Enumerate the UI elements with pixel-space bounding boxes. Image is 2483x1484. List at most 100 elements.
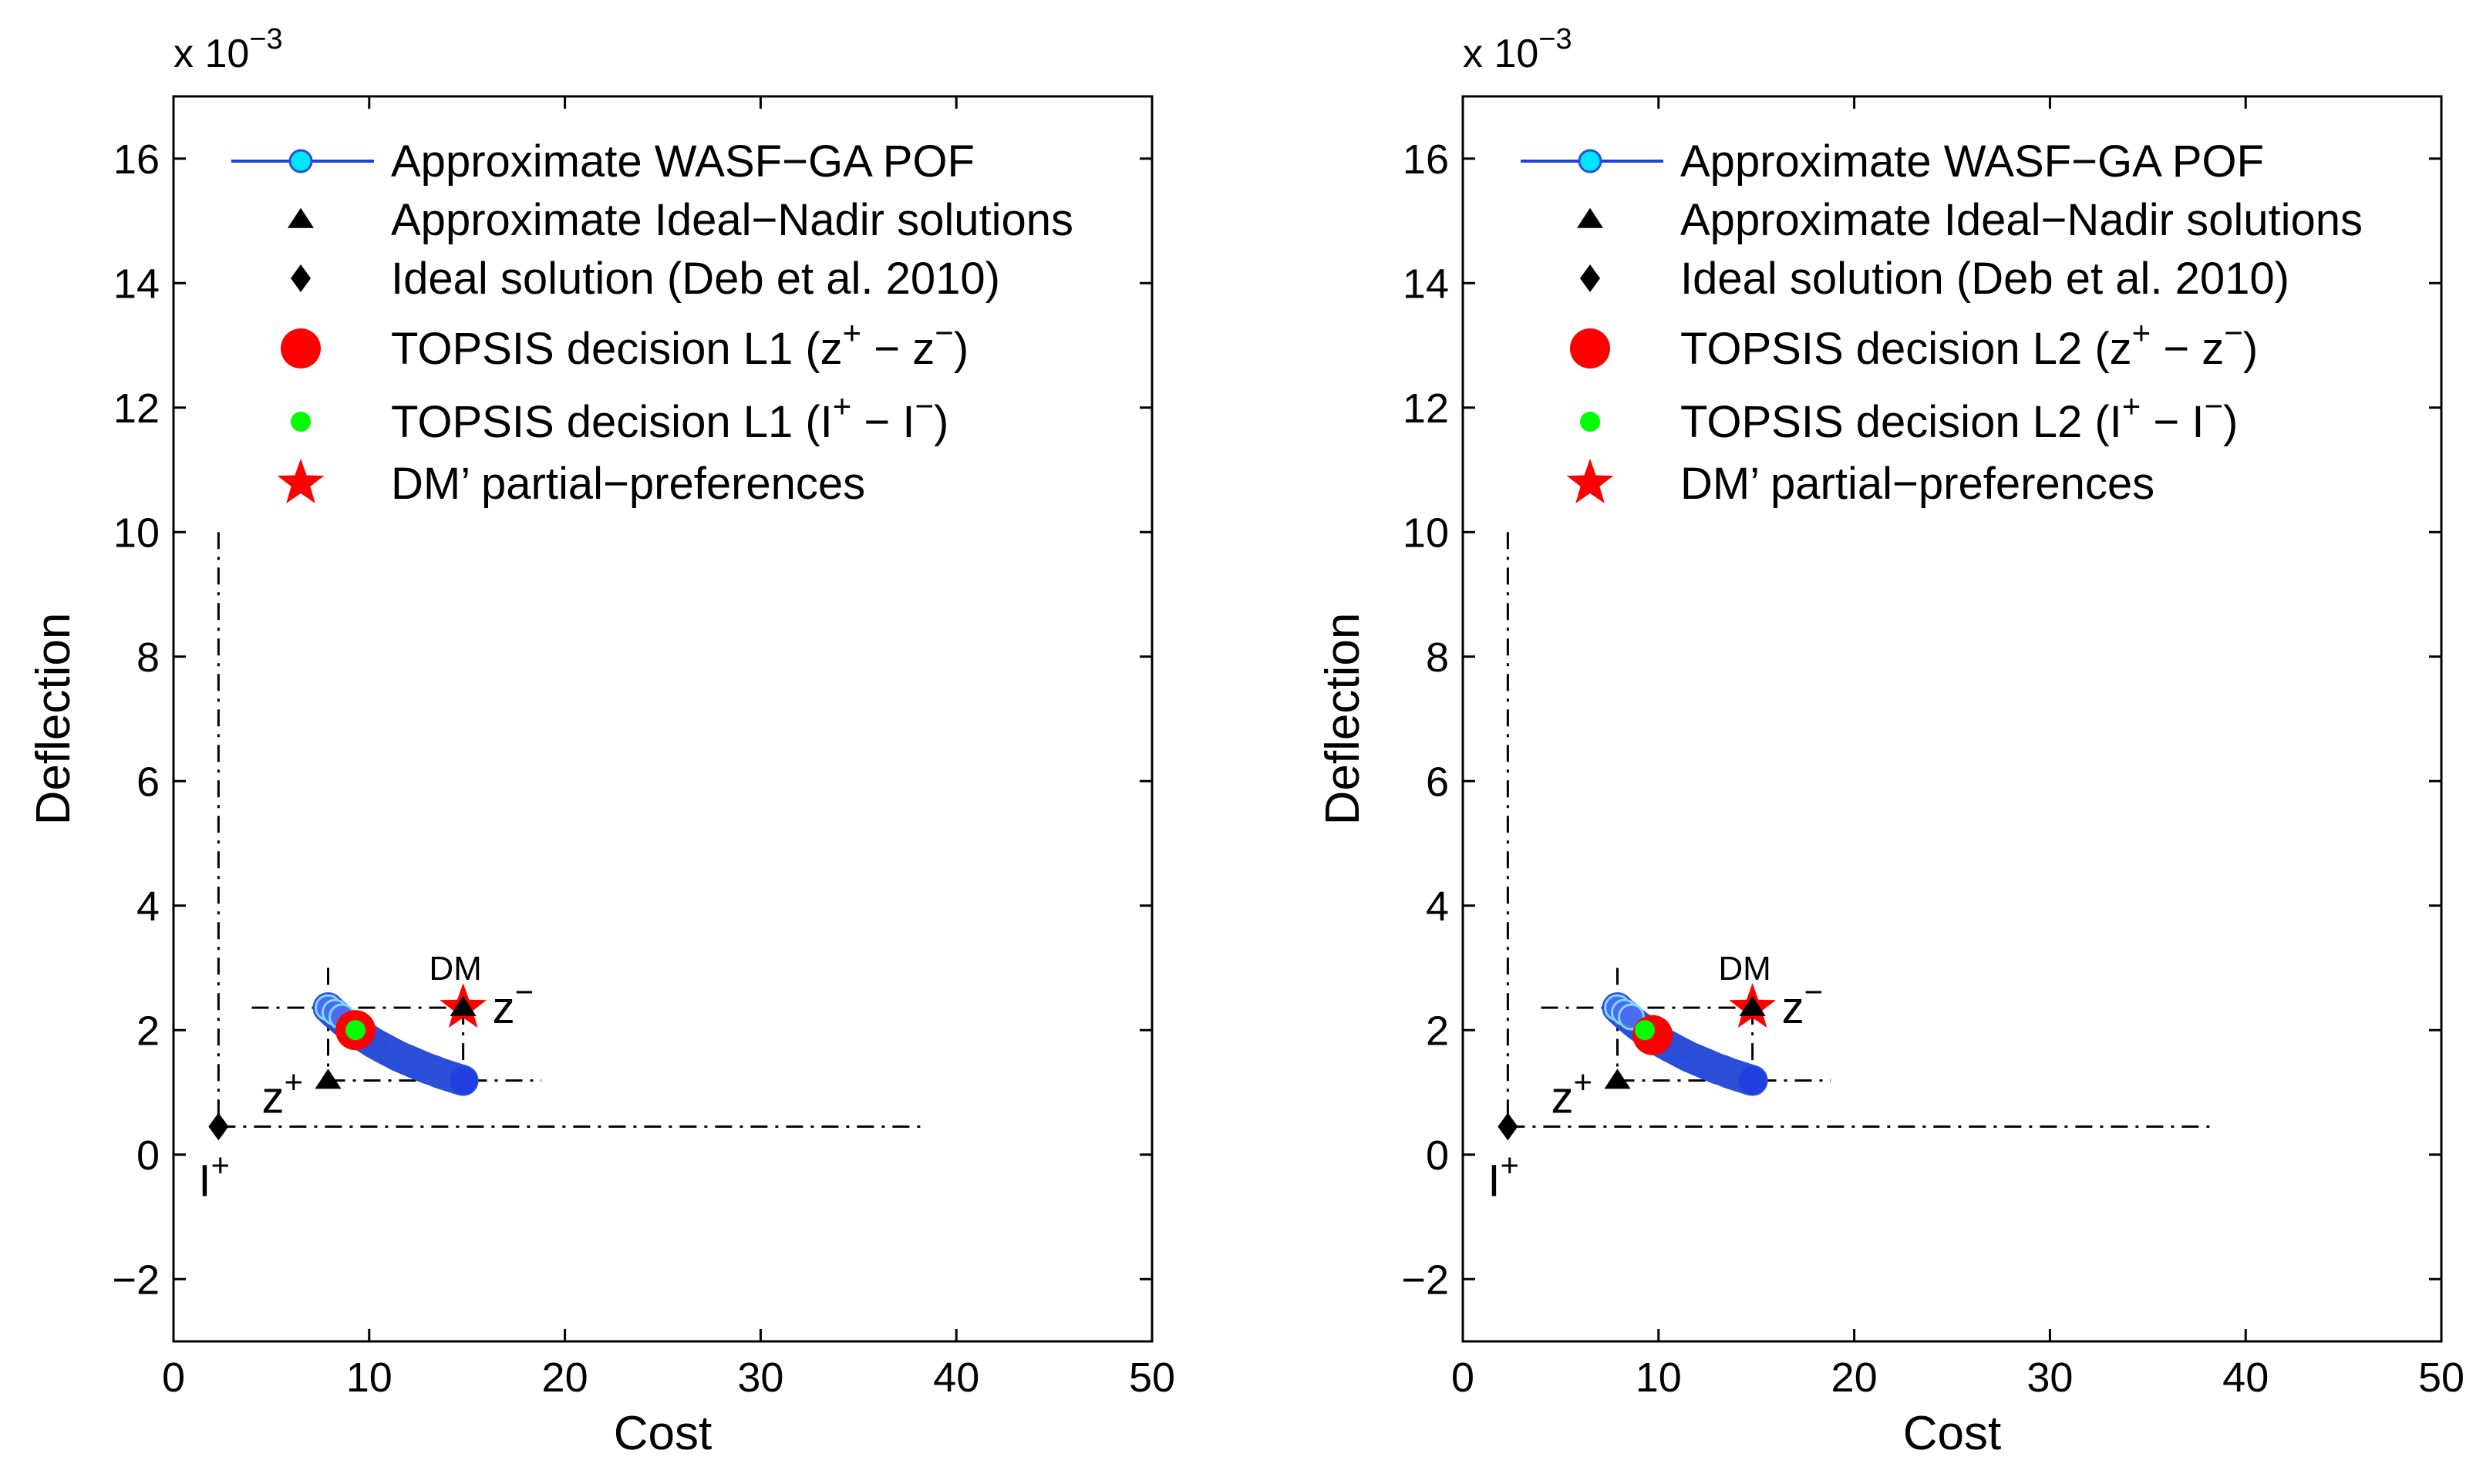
y-tick-label: −2 <box>112 1257 160 1303</box>
legend-label-mid: − z <box>2151 324 2224 374</box>
legend-label-text: DM’ partial−preferences <box>391 459 865 509</box>
legend-diamond-marker <box>1580 264 1600 292</box>
x-tick-label: 30 <box>2026 1354 2073 1401</box>
legend-entry-topsis_z: TOPSIS decision L2 (z+ − z−) <box>1570 315 2258 374</box>
legend-label: TOPSIS decision L2 (z+ − z−) <box>1680 315 2258 374</box>
legend-label-text: DM’ partial−preferences <box>1680 459 2155 509</box>
x-tick-label: 50 <box>2418 1354 2464 1401</box>
x-axis-label: Cost <box>1903 1407 2001 1460</box>
x-axis-label: Cost <box>614 1407 712 1460</box>
z-plus-label: z+ <box>262 1064 304 1123</box>
legend-label-text: TOPSIS decision L1 (z <box>391 324 843 374</box>
x-tick-label: 20 <box>542 1354 588 1401</box>
nadir-triangle <box>450 995 477 1016</box>
i-plus-text: I <box>198 1156 211 1206</box>
legend-label-text: TOPSIS decision L2 (I <box>1680 397 2122 447</box>
ideal-solution-diamond <box>1498 1112 1518 1141</box>
legend-label-text: Approximate Ideal−Nadir solutions <box>1680 195 2363 245</box>
legend-label-sup1: + <box>2122 388 2141 424</box>
y-tick-label: 12 <box>1403 385 1449 432</box>
ideal-triangle <box>1604 1068 1631 1089</box>
legend-topsis-z-marker <box>1570 328 1610 368</box>
pof-point <box>447 1065 479 1096</box>
legend-label-mid: − I <box>851 397 915 447</box>
legend-label: Approximate WASF−GA POF <box>391 136 975 187</box>
legend-label-text: Approximate WASF−GA POF <box>391 136 975 187</box>
legend-topsis-i-marker <box>291 412 311 432</box>
y-tick-label: 6 <box>136 759 160 805</box>
y-tick-label: −2 <box>1401 1257 1449 1303</box>
legend-label: Approximate WASF−GA POF <box>1680 136 2264 187</box>
legend-label: TOPSIS decision L2 (I+ − I−) <box>1680 388 2238 447</box>
legend-pof-marker <box>288 149 313 173</box>
legend-topsis-z-marker <box>281 328 321 368</box>
i-plus-text: I <box>1487 1156 1500 1206</box>
axes-box <box>172 95 1154 1343</box>
z-minus-text: z <box>493 983 515 1033</box>
y-tick-label: 0 <box>1426 1132 1449 1179</box>
legend-entry-dm: DM’ partial−preferences <box>277 459 865 509</box>
y-tick-label: 0 <box>136 1132 160 1179</box>
x-tick-label: 40 <box>933 1354 979 1401</box>
legend-label-text: TOPSIS decision L2 (z <box>1680 324 2132 374</box>
legend-label: DM’ partial−preferences <box>1680 459 2155 509</box>
legend-label-end: ) <box>954 324 969 374</box>
legend-entry-pof: Approximate WASF−GA POF <box>231 136 975 187</box>
y-exponent-base: x 10 <box>1463 32 1538 76</box>
y-tick-label: 4 <box>136 883 160 930</box>
z-minus-sup: − <box>1804 974 1824 1010</box>
y-axis-label: Deflection <box>27 613 80 826</box>
nadir-triangle <box>1739 995 1766 1016</box>
y-tick-label: 8 <box>1426 634 1449 681</box>
i-plus-label: I+ <box>198 1146 230 1206</box>
y-axis-label: Deflection <box>1316 613 1370 826</box>
legend-pof-marker <box>1578 149 1602 173</box>
ideal-solution-diamond <box>208 1112 229 1141</box>
legend-topsis-i-marker <box>1580 412 1600 432</box>
x-tick-label: 50 <box>1129 1354 1175 1401</box>
dm-label: DM <box>1718 950 1770 988</box>
legend-triangle-marker <box>1577 207 1603 228</box>
legend-label: Approximate Ideal−Nadir solutions <box>1680 195 2363 245</box>
y-tick-label: 16 <box>113 136 160 183</box>
y-tick-label: 10 <box>1403 510 1449 556</box>
topsis-i-point <box>345 1020 366 1041</box>
legend-label-end: ) <box>934 397 948 447</box>
topsis-i-point <box>1635 1020 1656 1041</box>
legend-entry-idealnadir: Approximate Ideal−Nadir solutions <box>288 195 1073 245</box>
legend-label-sup2: − <box>2205 388 2224 424</box>
right-panel: 0 10 20 30 40 50 −2 0 2 4 6 8 10 12 14 16 Cost Deflection… <box>1316 23 2464 1460</box>
legend-triangle-marker <box>288 207 314 228</box>
legend-label-end: ) <box>2223 397 2238 447</box>
legend-diamond-marker <box>291 264 311 292</box>
z-plus-label: z+ <box>1551 1064 1593 1123</box>
y-tick-label: 10 <box>113 510 160 556</box>
x-tick-label: 10 <box>1636 1354 1682 1401</box>
legend-label-text: Ideal solution (Deb et al. 2010) <box>1680 254 2289 304</box>
y-tick-label: 12 <box>113 385 160 432</box>
i-plus-label: I+ <box>1487 1146 1519 1206</box>
axes-box <box>1461 95 2443 1343</box>
legend-label-mid: − I <box>2141 397 2204 447</box>
legend-entry-idealnadir: Approximate Ideal−Nadir solutions <box>1577 195 2363 245</box>
i-plus-sup: + <box>211 1146 230 1183</box>
legend-label: TOPSIS decision L1 (I+ − I−) <box>391 388 948 447</box>
legend-label-end: ) <box>2243 324 2258 374</box>
legend-label: TOPSIS decision L1 (z+ − z−) <box>391 315 969 374</box>
left-panel: 0 10 20 30 40 50 −2 0 2 4 6 8 10 12 14 16 Cost Deflection… <box>27 23 1175 1460</box>
x-tick-label: 0 <box>162 1354 185 1401</box>
legend-entry-topsis_i: TOPSIS decision L1 (I+ − I−) <box>291 388 948 447</box>
legend-label-text: TOPSIS decision L1 (I <box>391 397 833 447</box>
legend-label: DM’ partial−preferences <box>391 459 865 509</box>
y-exponent-label: x 10−3 <box>174 23 283 76</box>
legend-entry-ideal: Ideal solution (Deb et al. 2010) <box>1580 254 2289 304</box>
y-tick-label: 14 <box>113 261 160 307</box>
z-minus-label: z− <box>1782 974 1824 1033</box>
legend-label: Ideal solution (Deb et al. 2010) <box>391 254 1000 304</box>
legend-dm-star-marker <box>277 459 325 503</box>
x-tick-label: 30 <box>737 1354 783 1401</box>
legend-label-sup2: − <box>935 315 954 351</box>
x-tick-label: 10 <box>346 1354 392 1401</box>
